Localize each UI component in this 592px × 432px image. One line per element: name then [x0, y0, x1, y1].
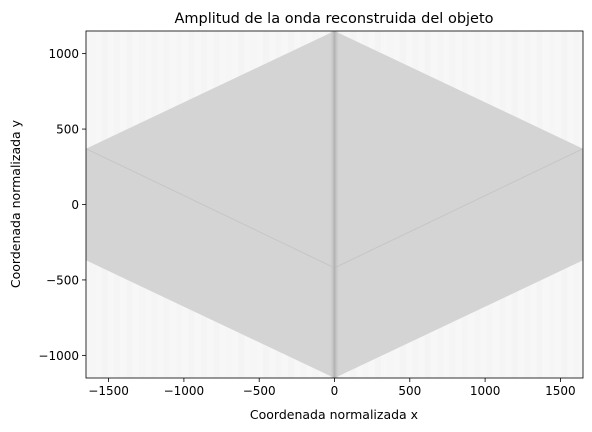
x-tick-label: 0 — [331, 384, 339, 398]
x-tick-label: −500 — [243, 384, 276, 398]
axes: −1500 −1000 −500 0 500 1000 1500 −1000 −500 0 500 1… — [38, 30, 584, 398]
x-axis-label: Coordenada normalizada x — [250, 407, 418, 422]
inner-line — [334, 148, 583, 269]
x-tick-label: 1500 — [545, 384, 576, 398]
chart-title: Amplitud de la onda reconstruida del obj… — [174, 11, 493, 27]
center-stripe — [329, 31, 340, 378]
inner-line — [86, 148, 335, 269]
y-tick-label: 1000 — [48, 47, 79, 61]
y-tick-label: −500 — [46, 273, 79, 287]
x-tick-label: 1000 — [470, 384, 501, 398]
y-tick-label: −1000 — [38, 349, 79, 363]
x-tick-label: 500 — [398, 384, 421, 398]
y-axis-label: Coordenada normalizada y — [8, 119, 23, 288]
y-tick-label: 0 — [71, 198, 79, 212]
y-tick-label: 500 — [56, 123, 79, 137]
heatmap-image — [86, 31, 583, 378]
x-tick-label: −1500 — [88, 384, 129, 398]
x-tick-label: −1000 — [164, 384, 205, 398]
